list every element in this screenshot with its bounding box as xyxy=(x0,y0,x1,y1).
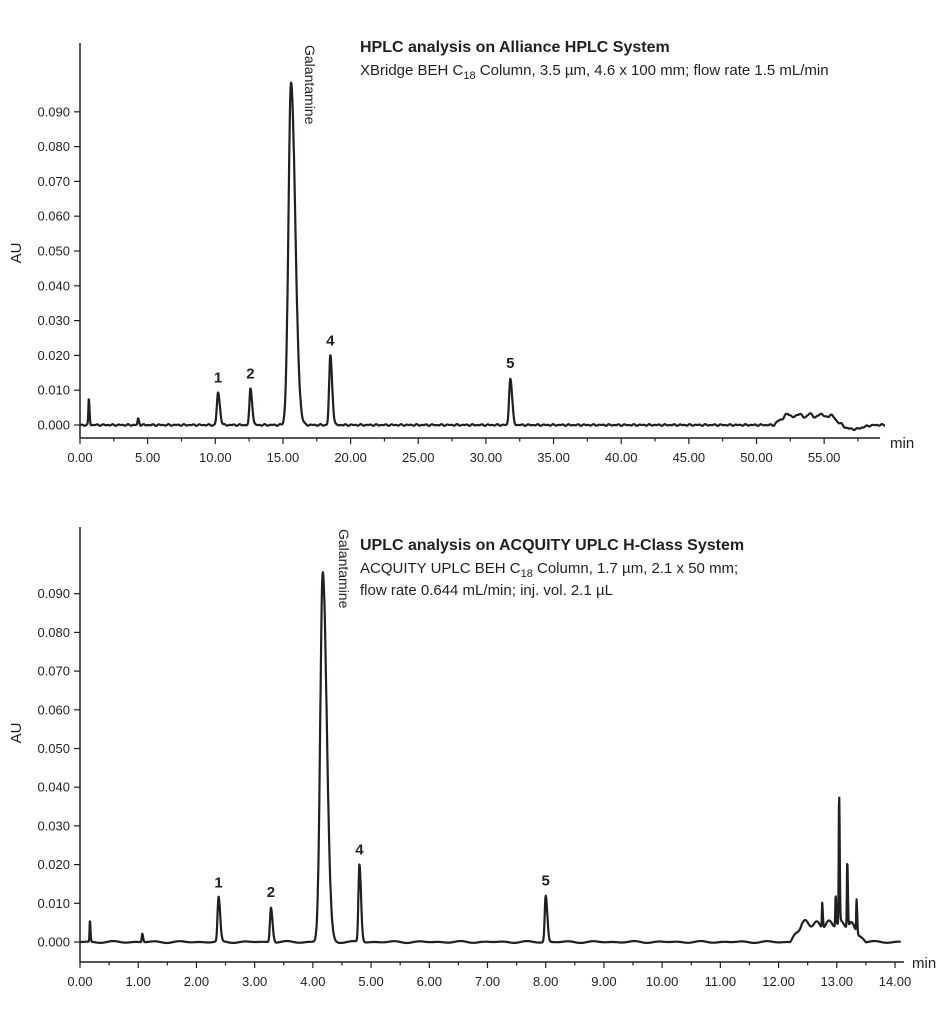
hplc-x-tick-label: 20.00 xyxy=(334,450,367,465)
uplc-x-tick-label: 13.00 xyxy=(821,974,854,989)
hplc-x-tick-label: 35.00 xyxy=(537,450,570,465)
uplc-x-tick-label: 6.00 xyxy=(417,974,442,989)
uplc-y-tick-label: 0.090 xyxy=(37,586,70,601)
hplc-panel: HPLC analysis on Alliance HPLC System XB… xyxy=(8,39,914,465)
uplc-panel: UPLC analysis on ACQUITY UPLC H-Class Sy… xyxy=(8,527,936,989)
hplc-y-tick-label: 0.090 xyxy=(37,104,70,119)
uplc-y-tick-label: 0.030 xyxy=(37,818,70,833)
hplc-x-tick-label: 15.00 xyxy=(267,450,300,465)
hplc-y-tick-label: 0.030 xyxy=(37,313,70,328)
uplc-peak-labels: 1 2 Galantamine 4 5 xyxy=(214,529,550,901)
hplc-y-axis-title: AU xyxy=(8,243,25,264)
hplc-galantamine-label: Galantamine xyxy=(302,45,318,125)
uplc-x-tick-label: 4.00 xyxy=(300,974,325,989)
uplc-y-tick-label: 0.000 xyxy=(37,935,70,950)
uplc-peak-label-2: 2 xyxy=(267,884,275,901)
uplc-x-tick-label: 9.00 xyxy=(591,974,616,989)
hplc-y-ticks: 0.000 0.010 0.020 0.030 0.040 0.050 0.060 0.070… xyxy=(37,104,80,433)
uplc-x-tick-label: 8.00 xyxy=(533,974,558,989)
hplc-peak-label-2: 2 xyxy=(246,365,254,382)
uplc-galantamine-label: Galantamine xyxy=(336,529,352,609)
hplc-title: HPLC analysis on Alliance HPLC System xyxy=(360,39,670,56)
hplc-subtitle-subscript: 18 xyxy=(463,70,475,82)
uplc-subtitle-line1: ACQUITY UPLC BEH C18 Column, 1.7 µm, 2.1… xyxy=(360,560,738,580)
uplc-peak-label-4: 4 xyxy=(355,842,364,859)
uplc-x-tick-label: 10.00 xyxy=(646,974,679,989)
uplc-y-tick-label: 0.040 xyxy=(37,780,70,795)
uplc-subtitle-subscript: 18 xyxy=(521,568,533,580)
hplc-peak-label-5: 5 xyxy=(506,355,514,372)
hplc-x-tick-label: 50.00 xyxy=(740,450,773,465)
uplc-x-tick-label: 12.00 xyxy=(762,974,795,989)
hplc-subtitle: XBridge BEH C18 Column, 3.5 µm, 4.6 x 10… xyxy=(360,62,829,82)
hplc-y-tick-label: 0.080 xyxy=(37,139,70,154)
uplc-chromatogram-trace xyxy=(79,571,902,945)
hplc-y-tick-label: 0.040 xyxy=(37,278,70,293)
hplc-x-tick-label: 45.00 xyxy=(673,450,706,465)
hplc-peak-label-1: 1 xyxy=(214,370,222,387)
hplc-peak-label-4: 4 xyxy=(326,332,335,349)
uplc-peak-label-5: 5 xyxy=(542,873,550,890)
hplc-y-tick-label: 0.050 xyxy=(37,244,70,259)
uplc-x-tick-label: 7.00 xyxy=(475,974,500,989)
hplc-y-tick-label: 0.070 xyxy=(37,174,70,189)
uplc-x-tick-label: 2.00 xyxy=(184,974,209,989)
uplc-subtitle-pre: ACQUITY UPLC BEH C xyxy=(360,560,521,577)
hplc-x-axis-title: min xyxy=(890,435,914,452)
hplc-x-tick-label: 55.00 xyxy=(808,450,841,465)
uplc-peak-label-1: 1 xyxy=(214,874,222,891)
uplc-x-tick-label: 14.00 xyxy=(879,974,912,989)
hplc-peak-labels: 1 2 Galantamine 4 5 xyxy=(214,45,515,387)
uplc-y-ticks: 0.000 0.010 0.020 0.030 0.040 0.050 0.060 0.070… xyxy=(37,586,80,950)
uplc-y-tick-label: 0.060 xyxy=(37,702,70,717)
uplc-x-axis-title: min xyxy=(912,955,936,972)
uplc-y-tick-label: 0.020 xyxy=(37,857,70,872)
hplc-x-tick-label: 0.00 xyxy=(67,450,92,465)
uplc-x-tick-label: 0.00 xyxy=(67,974,92,989)
hplc-subtitle-post: Column, 3.5 µm, 4.6 x 100 mm; flow rate … xyxy=(476,62,829,79)
hplc-x-tick-label: 5.00 xyxy=(135,450,160,465)
uplc-y-tick-label: 0.050 xyxy=(37,741,70,756)
uplc-x-tick-label: 3.00 xyxy=(242,974,267,989)
hplc-x-ticks: 0.00 5.00 10.00 15.00 20.00 25.00 30.00 35.00 40… xyxy=(67,438,859,465)
hplc-y-tick-label: 0.060 xyxy=(37,209,70,224)
uplc-x-tick-label: 5.00 xyxy=(358,974,383,989)
hplc-y-tick-label: 0.000 xyxy=(37,418,70,433)
uplc-title: UPLC analysis on ACQUITY UPLC H-Class Sy… xyxy=(360,537,744,554)
uplc-y-tick-label: 0.010 xyxy=(37,896,70,911)
uplc-y-tick-label: 0.080 xyxy=(37,625,70,640)
hplc-x-tick-label: 10.00 xyxy=(199,450,232,465)
uplc-subtitle-post: Column, 1.7 µm, 2.1 x 50 mm; xyxy=(533,560,738,577)
uplc-y-tick-label: 0.070 xyxy=(37,664,70,679)
hplc-y-tick-label: 0.020 xyxy=(37,348,70,363)
uplc-subtitle-line2: flow rate 0.644 mL/min; inj. vol. 2.1 µL xyxy=(360,582,613,599)
hplc-y-tick-label: 0.010 xyxy=(37,383,70,398)
uplc-x-ticks: 0.00 1.00 2.00 3.00 4.00 5.00 6.00 7.00 8.00 9.00… xyxy=(67,962,911,989)
hplc-subtitle-pre: XBridge BEH C xyxy=(360,62,464,79)
hplc-x-tick-label: 30.00 xyxy=(470,450,503,465)
hplc-x-tick-label: 40.00 xyxy=(605,450,638,465)
uplc-x-tick-label: 1.00 xyxy=(126,974,151,989)
uplc-y-axis-title: AU xyxy=(8,723,25,744)
uplc-x-tick-label: 11.00 xyxy=(705,974,737,989)
hplc-chromatogram-trace xyxy=(79,81,886,432)
hplc-x-tick-label: 25.00 xyxy=(402,450,435,465)
